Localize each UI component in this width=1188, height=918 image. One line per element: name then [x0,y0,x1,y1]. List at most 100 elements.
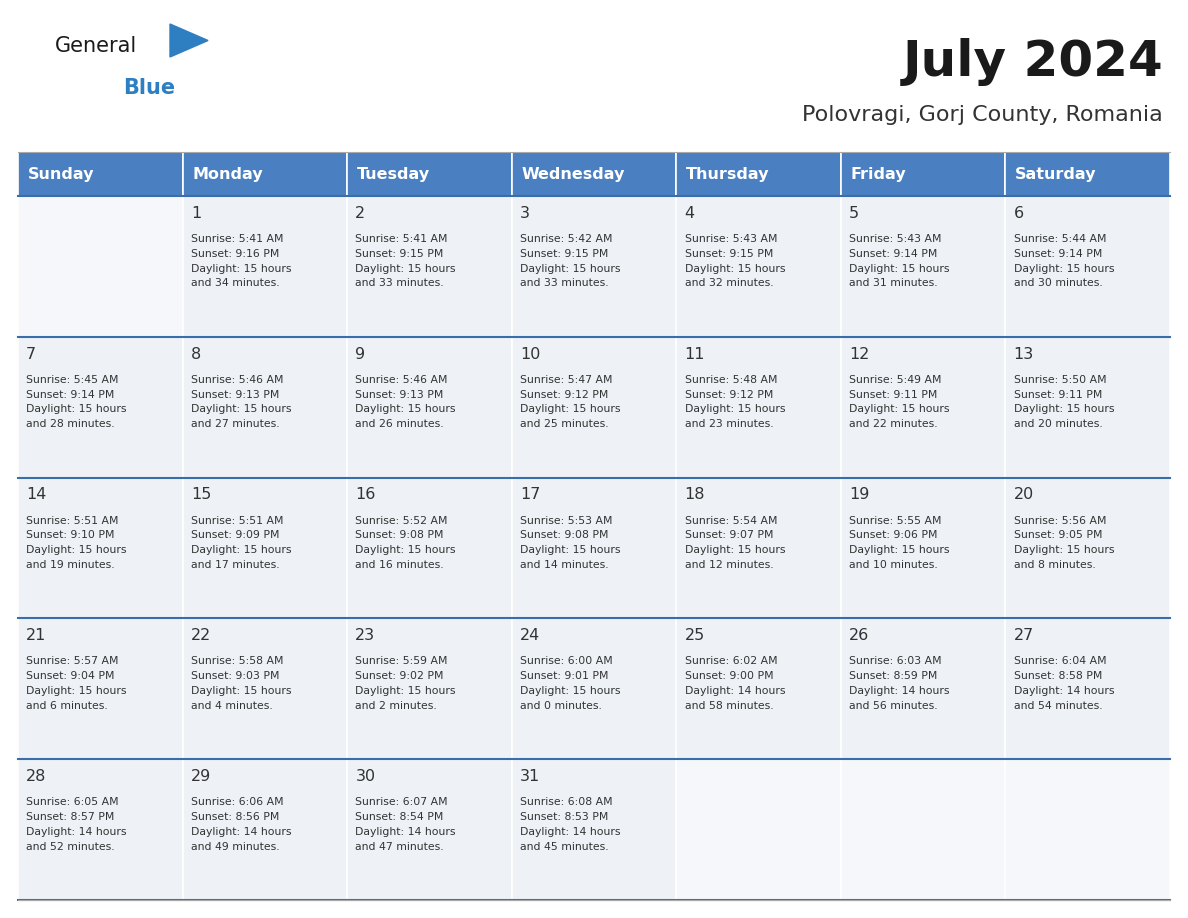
Text: Sunrise: 6:02 AM
Sunset: 9:00 PM
Daylight: 14 hours
and 58 minutes.: Sunrise: 6:02 AM Sunset: 9:00 PM Dayligh… [684,656,785,711]
Text: 24: 24 [520,628,541,644]
Bar [676,196,841,337]
Text: Blue: Blue [124,78,175,98]
Bar [18,152,183,196]
Bar [347,196,512,337]
Text: 2: 2 [355,206,366,221]
Text: Sunrise: 5:48 AM
Sunset: 9:12 PM
Daylight: 15 hours
and 23 minutes.: Sunrise: 5:48 AM Sunset: 9:12 PM Dayligh… [684,375,785,430]
Text: Sunrise: 5:41 AM
Sunset: 9:15 PM
Daylight: 15 hours
and 33 minutes.: Sunrise: 5:41 AM Sunset: 9:15 PM Dayligh… [355,234,456,288]
Text: Tuesday: Tuesday [358,166,430,182]
Text: Sunrise: 6:06 AM
Sunset: 8:56 PM
Daylight: 14 hours
and 49 minutes.: Sunrise: 6:06 AM Sunset: 8:56 PM Dayligh… [191,797,291,852]
Text: July 2024: July 2024 [902,38,1163,86]
Text: Sunrise: 6:04 AM
Sunset: 8:58 PM
Daylight: 14 hours
and 54 minutes.: Sunrise: 6:04 AM Sunset: 8:58 PM Dayligh… [1013,656,1114,711]
Bar [18,196,183,337]
Bar [676,337,841,477]
Bar [841,152,1005,196]
Bar [183,152,347,196]
Bar [18,477,183,619]
Text: 17: 17 [520,487,541,502]
Text: 13: 13 [1013,347,1034,362]
Text: Saturday: Saturday [1016,166,1097,182]
Text: 25: 25 [684,628,704,644]
Text: Sunrise: 5:55 AM
Sunset: 9:06 PM
Daylight: 15 hours
and 10 minutes.: Sunrise: 5:55 AM Sunset: 9:06 PM Dayligh… [849,516,949,570]
Text: 30: 30 [355,769,375,784]
Bar [18,619,183,759]
Text: 23: 23 [355,628,375,644]
Bar [1005,196,1170,337]
Text: Sunrise: 5:58 AM
Sunset: 9:03 PM
Daylight: 15 hours
and 4 minutes.: Sunrise: 5:58 AM Sunset: 9:03 PM Dayligh… [191,656,291,711]
Text: 1: 1 [191,206,201,221]
Bar [183,196,347,337]
Text: 21: 21 [26,628,46,644]
Text: 15: 15 [191,487,211,502]
Text: Monday: Monday [192,166,263,182]
Text: Sunrise: 5:59 AM
Sunset: 9:02 PM
Daylight: 15 hours
and 2 minutes.: Sunrise: 5:59 AM Sunset: 9:02 PM Dayligh… [355,656,456,711]
Text: 4: 4 [684,206,695,221]
Text: Sunrise: 5:41 AM
Sunset: 9:16 PM
Daylight: 15 hours
and 34 minutes.: Sunrise: 5:41 AM Sunset: 9:16 PM Dayligh… [191,234,291,288]
Bar [18,337,183,477]
Text: Sunrise: 5:45 AM
Sunset: 9:14 PM
Daylight: 15 hours
and 28 minutes.: Sunrise: 5:45 AM Sunset: 9:14 PM Dayligh… [26,375,127,430]
Text: Sunrise: 5:47 AM
Sunset: 9:12 PM
Daylight: 15 hours
and 25 minutes.: Sunrise: 5:47 AM Sunset: 9:12 PM Dayligh… [520,375,620,430]
Text: Sunrise: 6:03 AM
Sunset: 8:59 PM
Daylight: 14 hours
and 56 minutes.: Sunrise: 6:03 AM Sunset: 8:59 PM Dayligh… [849,656,949,711]
Text: 19: 19 [849,487,870,502]
Text: General: General [55,36,138,56]
Text: 7: 7 [26,347,37,362]
Text: Sunday: Sunday [27,166,94,182]
Text: Sunrise: 6:00 AM
Sunset: 9:01 PM
Daylight: 15 hours
and 0 minutes.: Sunrise: 6:00 AM Sunset: 9:01 PM Dayligh… [520,656,620,711]
Bar [347,619,512,759]
Text: Sunrise: 5:44 AM
Sunset: 9:14 PM
Daylight: 15 hours
and 30 minutes.: Sunrise: 5:44 AM Sunset: 9:14 PM Dayligh… [1013,234,1114,288]
Bar [347,337,512,477]
Bar [841,337,1005,477]
Text: Sunrise: 5:43 AM
Sunset: 9:14 PM
Daylight: 15 hours
and 31 minutes.: Sunrise: 5:43 AM Sunset: 9:14 PM Dayligh… [849,234,949,288]
Text: Sunrise: 5:42 AM
Sunset: 9:15 PM
Daylight: 15 hours
and 33 minutes.: Sunrise: 5:42 AM Sunset: 9:15 PM Dayligh… [520,234,620,288]
Bar [841,477,1005,619]
Bar [512,152,676,196]
Bar [18,759,183,900]
Text: Wednesday: Wednesday [522,166,625,182]
Text: 16: 16 [355,487,375,502]
Bar [347,152,512,196]
Text: Sunrise: 6:07 AM
Sunset: 8:54 PM
Daylight: 14 hours
and 47 minutes.: Sunrise: 6:07 AM Sunset: 8:54 PM Dayligh… [355,797,456,852]
Text: Thursday: Thursday [687,166,770,182]
Bar [183,337,347,477]
Bar [841,196,1005,337]
Text: 31: 31 [520,769,541,784]
Text: 11: 11 [684,347,704,362]
Bar [512,477,676,619]
Text: Polovragi, Gorj County, Romania: Polovragi, Gorj County, Romania [802,105,1163,125]
Bar [841,759,1005,900]
Text: 14: 14 [26,487,46,502]
Text: Sunrise: 5:49 AM
Sunset: 9:11 PM
Daylight: 15 hours
and 22 minutes.: Sunrise: 5:49 AM Sunset: 9:11 PM Dayligh… [849,375,949,430]
Bar [512,337,676,477]
Bar [676,619,841,759]
Text: Sunrise: 5:52 AM
Sunset: 9:08 PM
Daylight: 15 hours
and 16 minutes.: Sunrise: 5:52 AM Sunset: 9:08 PM Dayligh… [355,516,456,570]
Text: Sunrise: 5:43 AM
Sunset: 9:15 PM
Daylight: 15 hours
and 32 minutes.: Sunrise: 5:43 AM Sunset: 9:15 PM Dayligh… [684,234,785,288]
Bar [512,619,676,759]
Text: Sunrise: 6:05 AM
Sunset: 8:57 PM
Daylight: 14 hours
and 52 minutes.: Sunrise: 6:05 AM Sunset: 8:57 PM Dayligh… [26,797,127,852]
Text: 22: 22 [191,628,211,644]
Bar [183,619,347,759]
Text: 29: 29 [191,769,211,784]
Text: 12: 12 [849,347,870,362]
Bar [1005,152,1170,196]
Text: Sunrise: 5:51 AM
Sunset: 9:10 PM
Daylight: 15 hours
and 19 minutes.: Sunrise: 5:51 AM Sunset: 9:10 PM Dayligh… [26,516,127,570]
Bar [1005,337,1170,477]
Bar [1005,477,1170,619]
Text: Sunrise: 5:57 AM
Sunset: 9:04 PM
Daylight: 15 hours
and 6 minutes.: Sunrise: 5:57 AM Sunset: 9:04 PM Dayligh… [26,656,127,711]
Text: Sunrise: 5:46 AM
Sunset: 9:13 PM
Daylight: 15 hours
and 26 minutes.: Sunrise: 5:46 AM Sunset: 9:13 PM Dayligh… [355,375,456,430]
Text: 6: 6 [1013,206,1024,221]
Bar [512,196,676,337]
Bar [183,759,347,900]
Text: Friday: Friday [851,166,906,182]
Bar [183,477,347,619]
Text: 26: 26 [849,628,870,644]
Text: 10: 10 [520,347,541,362]
Bar [676,152,841,196]
Text: Sunrise: 5:46 AM
Sunset: 9:13 PM
Daylight: 15 hours
and 27 minutes.: Sunrise: 5:46 AM Sunset: 9:13 PM Dayligh… [191,375,291,430]
Text: 9: 9 [355,347,366,362]
Text: Sunrise: 5:50 AM
Sunset: 9:11 PM
Daylight: 15 hours
and 20 minutes.: Sunrise: 5:50 AM Sunset: 9:11 PM Dayligh… [1013,375,1114,430]
Text: 3: 3 [520,206,530,221]
Text: 28: 28 [26,769,46,784]
Bar [512,759,676,900]
Text: 5: 5 [849,206,859,221]
Text: 18: 18 [684,487,704,502]
